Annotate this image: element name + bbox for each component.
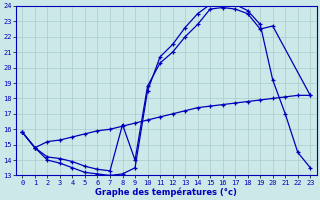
X-axis label: Graphe des températures (°c): Graphe des températures (°c): [95, 187, 237, 197]
